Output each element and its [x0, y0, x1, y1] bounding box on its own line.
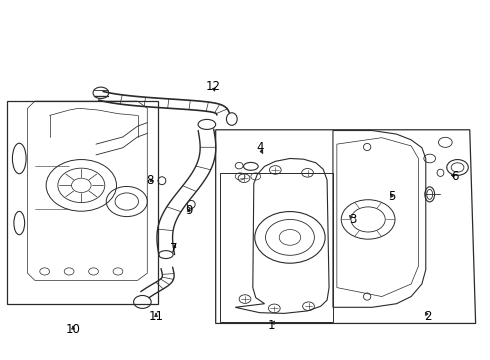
Text: 5: 5 — [388, 190, 395, 203]
Text: 10: 10 — [66, 323, 80, 336]
Text: 3: 3 — [349, 213, 356, 226]
Text: 9: 9 — [185, 204, 193, 217]
Text: 4: 4 — [256, 141, 264, 154]
Text: 8: 8 — [146, 174, 153, 186]
Bar — [6, 101, 158, 304]
Text: 12: 12 — [206, 80, 220, 93]
Text: 11: 11 — [148, 310, 164, 324]
Text: 1: 1 — [268, 319, 275, 332]
Text: 6: 6 — [451, 170, 459, 183]
Text: 2: 2 — [424, 310, 432, 324]
Text: 7: 7 — [171, 242, 178, 255]
